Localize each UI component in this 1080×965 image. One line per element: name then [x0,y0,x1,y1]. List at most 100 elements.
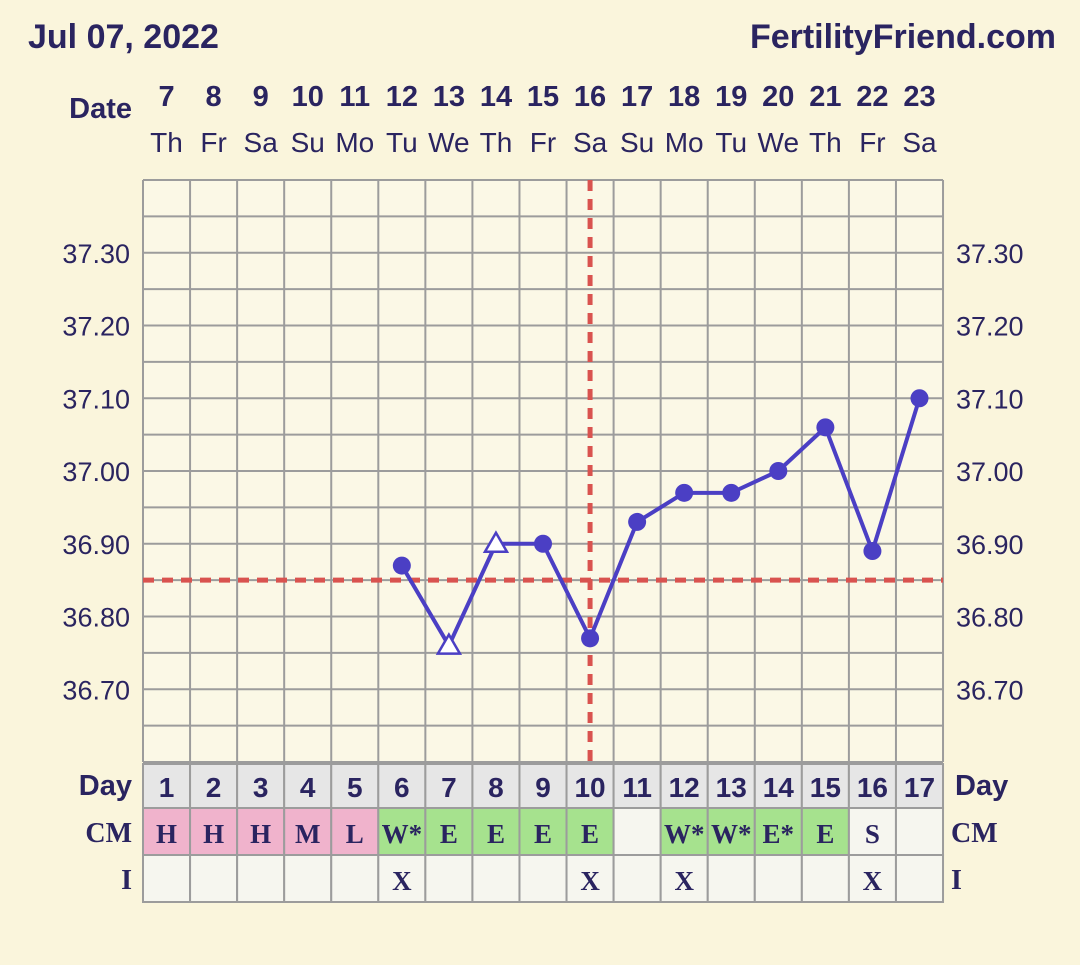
date-label: 19 [715,81,747,113]
temperature-point [722,483,741,502]
weekday-label: Th [150,127,183,158]
cm-value: W* [664,819,705,849]
y-tick-label-right: 37.20 [956,312,1024,342]
date-label: 21 [809,81,841,113]
weekday-label: Fr [859,127,885,158]
intercourse-cell [612,854,662,903]
weekday-label: Su [620,127,654,158]
y-tick-label-right: 36.80 [956,603,1024,633]
reference-lines [143,180,944,762]
temperature-line [400,397,922,648]
cycle-day-label: 6 [394,772,410,803]
y-axis-right: 37.30 37.20 37.10 37.00 36.90 36.80 36.70 [956,239,1024,706]
cm-value: H [156,819,177,849]
intercourse-cell [659,854,709,903]
temperature-point [769,462,788,480]
intercourse-cell [424,854,474,903]
date-label: 16 [574,81,606,113]
temperature-point [863,542,882,561]
cycle-day-label: 8 [488,772,504,803]
weekday-label: Fr [530,127,556,158]
cm-cell [518,807,568,856]
y-tick-label-right: 37.30 [956,239,1024,269]
cycle-day-label: 10 [574,772,605,803]
cycle-day-label: 12 [669,772,700,803]
cycle-day-label: 11 [622,772,652,803]
y-axis-left: 37.30 37.20 37.10 37.00 36.90 36.80 36.70 [62,239,130,706]
cm-value: H [203,819,224,849]
y-tick-label-left: 36.90 [62,530,130,560]
cycle-table: 1 2 3 4 5 6 7 8 9 10 11 12 13 14 15 16 17H H H M L W* E E E E W* W*… [142,763,945,903]
day-cell [330,763,380,809]
temperature-point [534,534,553,553]
intercourse-cell [753,854,803,903]
temperature-point-open [435,632,463,655]
date-label: 9 [253,81,269,113]
date-label: 7 [158,81,174,113]
cm-cell [565,807,615,856]
y-tick-label-right: 36.70 [956,675,1024,705]
cm-cell [189,807,239,856]
weekday-label: Mo [665,127,704,158]
weekday-label: Su [291,127,325,158]
date-label: 10 [292,81,324,113]
date-label: 18 [668,81,700,113]
cm-cell [612,807,662,856]
date-label: 11 [339,81,370,113]
intercourse-cell [330,854,380,903]
y-tick-label-left: 36.80 [62,603,130,633]
cm-row-label-left: CM [85,818,132,849]
cm-cell [753,807,803,856]
intercourse-cell [706,854,756,903]
cycle-day-label: 17 [904,772,935,803]
intercourse-cell [283,854,333,903]
y-tick-label-left: 37.20 [62,312,130,342]
cm-value: H [250,819,271,849]
date-header-row: 7 Th 8 Fr 9 Sa 10 Su 11 Mo 12 Tu 13 We 14 Th 15 Fr 16 Sa 17 S… [150,81,937,158]
temperature-point-open [482,530,510,553]
date-label: 23 [903,81,935,113]
day-cell [283,763,333,809]
weekday-label: Mo [335,127,374,158]
cycle-day-label: 14 [763,772,795,803]
cm-value: E [581,819,599,849]
chart-date: Jul 07, 2022 [28,18,219,56]
y-tick-label-right: 37.00 [956,457,1024,487]
cm-value: W* [382,819,423,849]
y-tick-label-left: 37.00 [62,457,130,487]
temperature-point [392,556,411,575]
cycle-day-label: 15 [810,772,841,803]
weekday-label: Th [480,127,513,158]
cycle-day-label: 2 [206,772,222,803]
intercourse-cell [894,854,945,903]
date-label: 8 [206,81,222,113]
intercourse-cell [471,854,521,903]
day-cell [800,763,850,809]
day-cell [142,763,192,809]
y-tick-label-right: 37.10 [956,384,1024,414]
cycle-day-label: 5 [347,772,363,803]
plot-area [142,179,945,763]
day-cell [894,763,945,809]
temperature-series [392,389,929,655]
weekday-label: We [758,127,800,158]
site-name: FertilityFriend.com [750,18,1056,56]
temperature-point [581,629,600,648]
temperature-point [910,389,929,408]
date-row-label: Date [69,93,132,125]
cycle-day-label: 7 [441,772,457,803]
day-cell [471,763,521,809]
weekday-label: Fr [200,127,226,158]
day-row-label-right: Day [955,770,1008,802]
y-tick-label-left: 37.30 [62,239,130,269]
cm-row-label-right: CM [951,818,998,849]
date-label: 22 [856,81,888,113]
y-tick-label-left: 36.70 [62,675,130,705]
weekday-label: Sa [573,127,608,158]
cm-value: E [534,819,552,849]
date-label: 17 [621,81,653,113]
y-tick-label-left: 37.10 [62,384,130,414]
weekday-label: Th [809,127,842,158]
day-cell [847,763,897,809]
cm-value: S [865,819,880,849]
